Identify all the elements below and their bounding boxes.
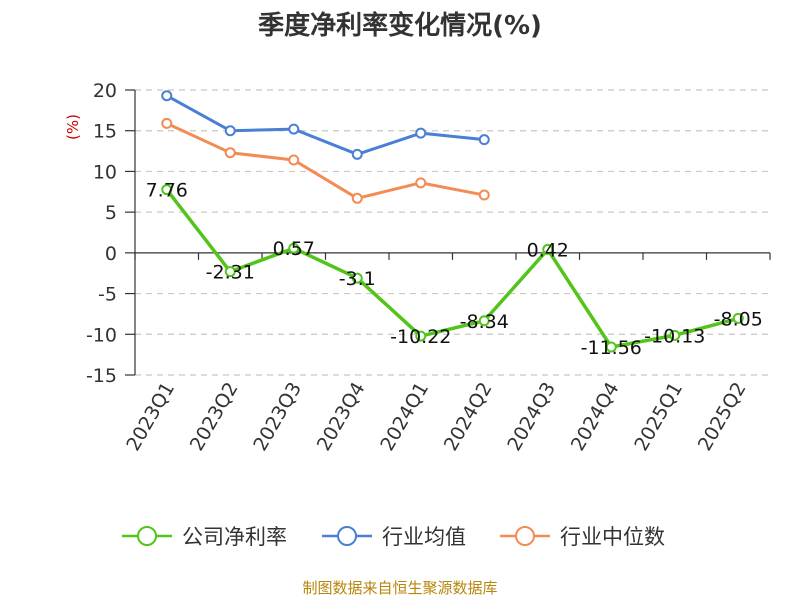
- legend-item[interactable]: 公司净利率: [122, 525, 287, 549]
- data-point[interactable]: [161, 184, 173, 196]
- data-label: -3.1: [339, 268, 376, 290]
- x-tick-label: 2023Q4: [313, 379, 370, 455]
- y-tick-label: 0: [105, 243, 117, 265]
- axes: -15 -10 -5 0 5 10 15 20 2023Q1 2023Q2 2023Q3 2023Q4…: [86, 80, 771, 455]
- data-label: -11.56: [581, 337, 642, 359]
- data-point[interactable]: [605, 341, 617, 353]
- data-label: -10.13: [644, 325, 705, 347]
- legend-circle-icon: [337, 526, 357, 546]
- data-point[interactable]: [478, 189, 490, 201]
- y-tick-label: 20: [93, 80, 117, 102]
- data-labels: 7.76 -2.31 0.57 -3.1 -10.22 -8.34 0.42 -11.56-1…: [146, 180, 763, 359]
- legend-label: 公司净利率: [182, 525, 287, 549]
- y-tick-label: 15: [93, 121, 117, 143]
- data-point[interactable]: [415, 330, 427, 342]
- data-point[interactable]: [415, 177, 427, 189]
- y-tick-label: -15: [86, 365, 117, 387]
- data-point[interactable]: [224, 125, 236, 137]
- x-tick-label: 2023Q3: [249, 379, 306, 455]
- series-line: [166, 94, 485, 156]
- y-tick-label: -5: [98, 284, 117, 306]
- series-lines: [165, 94, 739, 349]
- data-point[interactable]: [288, 242, 300, 254]
- data-point[interactable]: [478, 134, 490, 146]
- grid-lines: [135, 89, 770, 376]
- x-tick-label: 2025Q2: [694, 379, 751, 455]
- data-point[interactable]: [288, 123, 300, 135]
- x-tick-label: 2024Q1: [376, 379, 433, 455]
- data-point[interactable]: [288, 154, 300, 166]
- series-line: [166, 122, 485, 200]
- x-tick-label: 2024Q4: [567, 379, 624, 455]
- data-point[interactable]: [669, 329, 681, 341]
- data-point[interactable]: [732, 312, 744, 324]
- data-point[interactable]: [161, 90, 173, 102]
- source-text: 制图数据来自恒生聚源数据库: [302, 579, 497, 597]
- legend-label: 行业中位数: [560, 525, 665, 549]
- data-point[interactable]: [224, 147, 236, 159]
- data-point[interactable]: [161, 117, 173, 129]
- y-axis-label: (%): [64, 114, 82, 140]
- data-label: 0.42: [527, 239, 569, 261]
- data-label: 7.76: [146, 180, 188, 202]
- y-tick-label: 10: [93, 161, 117, 183]
- data-label: -8.34: [460, 311, 509, 333]
- data-label: -10.22: [390, 326, 451, 348]
- series-points: [161, 90, 744, 353]
- x-tick-label: 2023Q2: [186, 379, 243, 455]
- legend-circle-icon: [515, 526, 535, 546]
- data-label: -2.31: [206, 262, 255, 284]
- x-tick-label: 2024Q2: [440, 379, 497, 455]
- data-point[interactable]: [415, 127, 427, 139]
- legend-label: 行业均值: [382, 525, 466, 549]
- legend-item[interactable]: 行业均值: [322, 525, 466, 549]
- y-tick-label: 5: [105, 202, 117, 224]
- data-label: 0.57: [273, 238, 315, 260]
- x-tick-label: 2025Q1: [630, 379, 687, 455]
- series-line: [165, 188, 739, 349]
- data-point[interactable]: [224, 266, 236, 278]
- legend-circle-icon: [137, 526, 157, 546]
- legend[interactable]: 公司净利率 行业均值 行业中位数: [122, 525, 665, 549]
- y-tick-label: -10: [86, 324, 117, 346]
- data-point[interactable]: [542, 243, 554, 255]
- data-point[interactable]: [351, 272, 363, 284]
- x-tick-label: 2023Q1: [122, 379, 179, 455]
- chart-title: 季度净利率变化情况(%): [258, 10, 542, 41]
- data-label: -8.05: [714, 308, 763, 330]
- data-point[interactable]: [351, 192, 363, 204]
- data-point[interactable]: [478, 315, 490, 327]
- x-tick-label: 2024Q3: [503, 379, 560, 455]
- legend-item[interactable]: 行业中位数: [500, 525, 665, 549]
- data-point[interactable]: [351, 148, 363, 160]
